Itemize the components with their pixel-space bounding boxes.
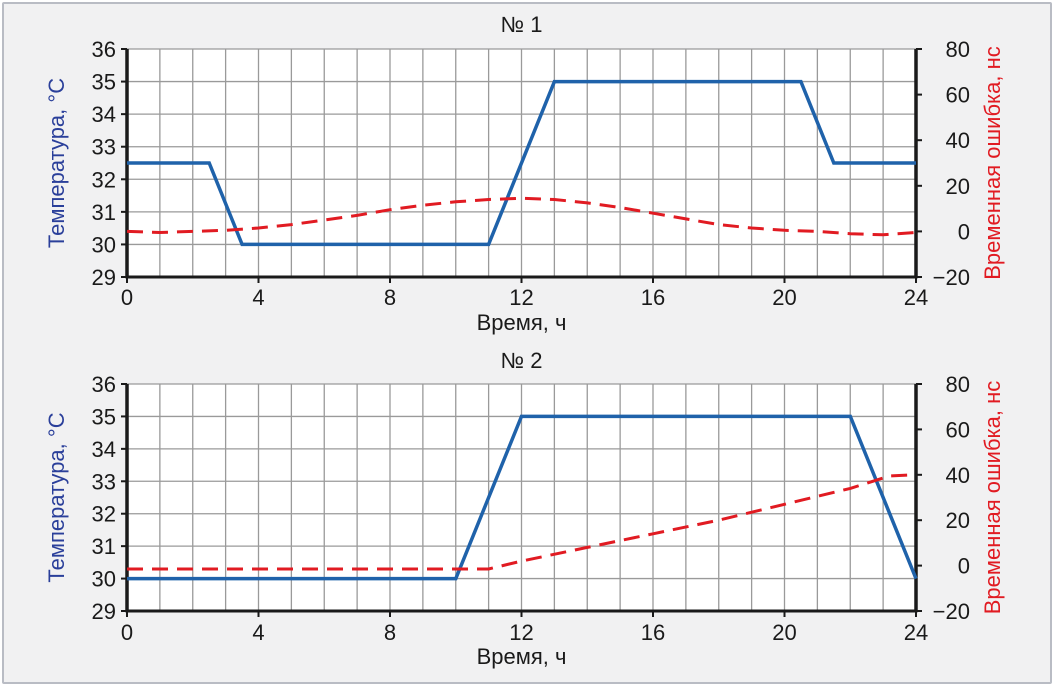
x-tick-label: 8 xyxy=(384,285,396,310)
time-error-line xyxy=(126,196,917,237)
y-right-tick-label: 60 xyxy=(946,417,970,442)
x-tick-label: 16 xyxy=(641,285,665,310)
y-left-tick-label: 29 xyxy=(92,599,116,624)
y-right-tick-label: 0 xyxy=(958,554,970,579)
x-tick-label: 24 xyxy=(904,285,928,310)
x-axis-label: Время, ч xyxy=(477,644,567,669)
y-axis-label-left: Температура, °C xyxy=(44,412,69,582)
y-right-tick-label: 40 xyxy=(946,128,970,153)
y-left-tick-label: 31 xyxy=(92,534,116,559)
x-tick-label: 4 xyxy=(252,620,264,645)
y-right-tick-label: 60 xyxy=(946,83,970,108)
x-tick-label: 20 xyxy=(772,285,796,310)
y-left-tick-label: 33 xyxy=(92,135,116,160)
x-tick-label: 0 xyxy=(121,620,133,645)
y-axis-label-right: Временная ошибка, нс xyxy=(980,381,1005,615)
y-right-tick-label: 20 xyxy=(946,508,970,533)
x-tick-label: 8 xyxy=(384,620,396,645)
y-axis-label-right: Временная ошибка, нс xyxy=(980,46,1005,280)
y-left-tick-label: 36 xyxy=(92,37,116,62)
x-axis-label: Время, ч xyxy=(477,310,567,335)
y-left-tick-label: 29 xyxy=(92,265,116,290)
y-left-tick-label: 34 xyxy=(92,102,116,127)
y-left-tick-label: 32 xyxy=(92,502,116,527)
time-error-line xyxy=(127,473,917,571)
y-axis-label-left: Температура, °C xyxy=(44,78,69,248)
x-tick-label: 4 xyxy=(252,285,264,310)
y-right-tick-label: 20 xyxy=(946,174,970,199)
y-left-tick-label: 31 xyxy=(92,200,116,225)
y-left-tick-label: 36 xyxy=(92,372,116,397)
y-right-tick-label: 80 xyxy=(946,372,970,397)
y-left-tick-label: 35 xyxy=(92,404,116,429)
chart-1: 0 4 8 12 16 20 24 29 30 31 32 33 34 35 36 −20 0 20 40 60 80 №… xyxy=(44,12,1005,335)
y-right-tick-label: −20 xyxy=(933,599,970,624)
temperature-line xyxy=(127,79,916,247)
chart-title: № 1 xyxy=(501,12,543,37)
x-tick-label: 20 xyxy=(772,620,796,645)
x-tick-label: 0 xyxy=(121,285,133,310)
y-right-tick-label: −20 xyxy=(933,265,970,290)
x-tick-label: 12 xyxy=(509,285,533,310)
chart-2: 0 4 8 12 16 20 24 29 30 31 32 33 34 35 36 −20 0 20 40 60 80 №… xyxy=(44,348,1005,669)
y-right-tick-label: 0 xyxy=(958,219,970,244)
x-tick-label: 16 xyxy=(641,620,665,645)
temperature-line xyxy=(127,414,918,581)
y-left-tick-label: 30 xyxy=(92,232,116,257)
y-left-tick-label: 33 xyxy=(92,469,116,494)
chart-title: № 2 xyxy=(501,348,543,373)
y-left-tick-label: 32 xyxy=(92,167,116,192)
y-right-tick-label: 80 xyxy=(946,37,970,62)
y-right-tick-label: 40 xyxy=(946,463,970,488)
y-left-tick-label: 34 xyxy=(92,437,116,462)
y-left-tick-label: 35 xyxy=(92,70,116,95)
x-tick-label: 12 xyxy=(509,620,533,645)
y-left-tick-label: 30 xyxy=(92,567,116,592)
x-tick-label: 24 xyxy=(904,620,928,645)
